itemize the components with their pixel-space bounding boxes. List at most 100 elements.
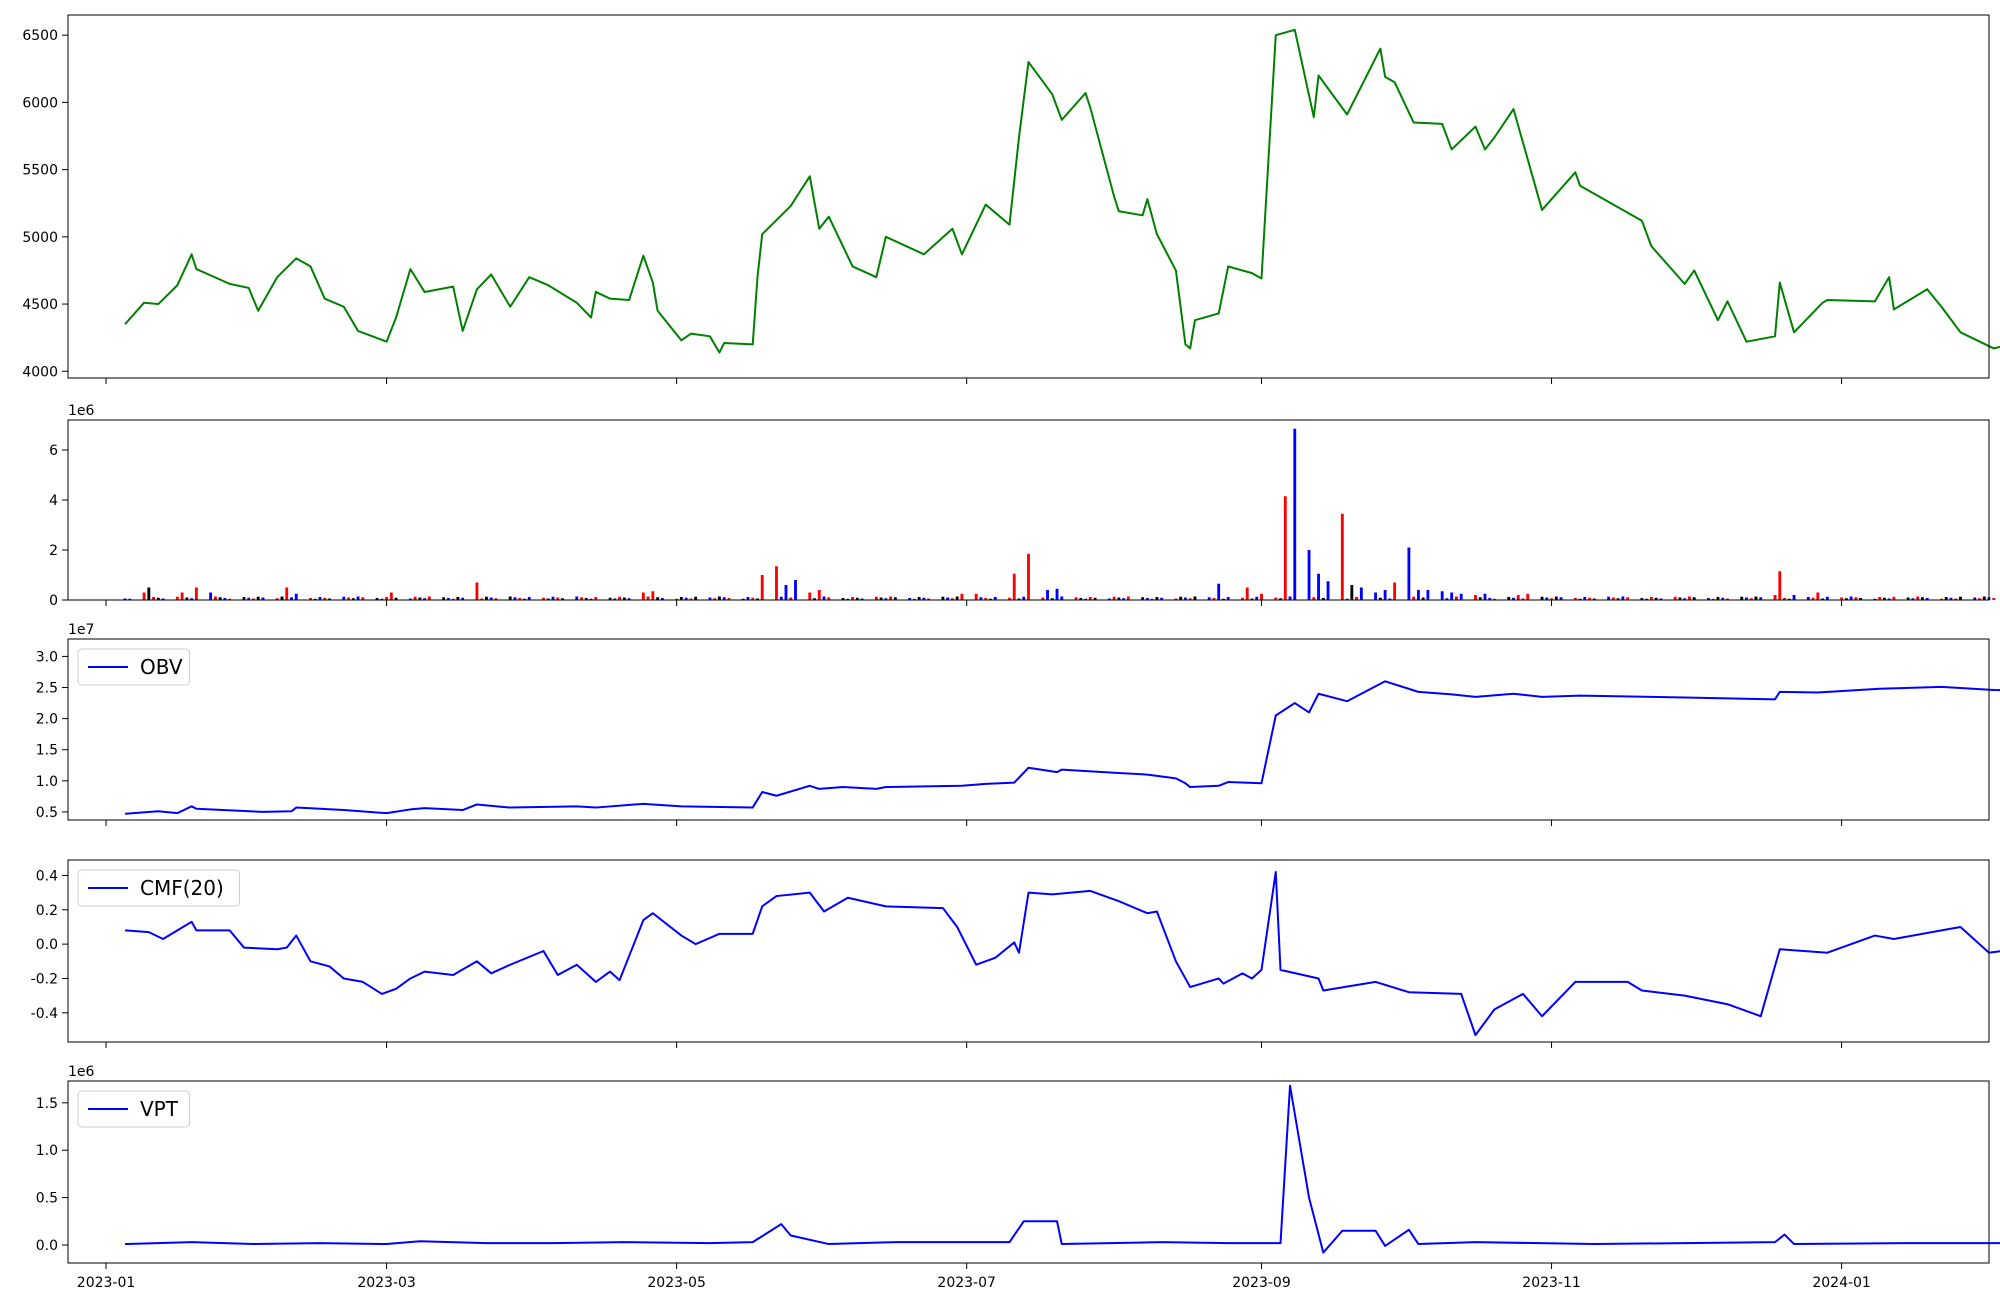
volume-bar (1407, 547, 1411, 600)
legend-label: CMF(20) (140, 876, 224, 900)
volume-bar (879, 597, 883, 600)
volume-bar (589, 598, 593, 600)
volume-bar (618, 596, 621, 600)
volume-bar (860, 598, 864, 600)
volume-bar (1012, 573, 1016, 600)
volume-bar (1507, 597, 1511, 600)
volume-bar (318, 597, 322, 600)
volume-bar (1892, 596, 1896, 600)
volume-bar (190, 598, 194, 600)
volume-bar (1512, 597, 1515, 600)
y-tick-label: 1.5 (36, 743, 58, 759)
volume-bar (1279, 598, 1282, 600)
volume-bar (1578, 598, 1582, 600)
panel-volume: 0 2 4 6 1e6 (49, 403, 1996, 609)
volume-bar (1274, 597, 1278, 600)
x-tick-label: 2023-03 (357, 1275, 416, 1291)
volume-bar (413, 596, 417, 600)
panel-price: 4000 4500 5000 5500 6000 6500 (22, 14, 2000, 384)
axes-frame (67, 1080, 1990, 1264)
volume-bar (518, 598, 522, 600)
volume-bar (180, 592, 184, 600)
volume-bar (1093, 597, 1097, 600)
volume-bar (584, 598, 588, 600)
volume-bar (580, 597, 583, 600)
volume-bar (779, 596, 783, 600)
volume-bar (941, 596, 945, 600)
volume-bar (1626, 597, 1630, 600)
volume-bar (908, 598, 912, 600)
volume-bar (523, 598, 526, 600)
volume-bar (1849, 596, 1853, 600)
volume-bar (1345, 598, 1349, 600)
volume-bar (1816, 592, 1820, 600)
volume-bar (1188, 598, 1192, 600)
axis-offset-label: 1e7 (68, 622, 94, 638)
volume-bar (1117, 597, 1121, 600)
volume-bar (679, 597, 683, 600)
volume-bar (722, 597, 726, 600)
volume-bar (1141, 597, 1145, 600)
volume-bar (1792, 595, 1796, 600)
volume-bar (252, 598, 255, 600)
volume-bar (1088, 597, 1092, 600)
y-tick-label: 2.0 (36, 712, 58, 728)
volume-bar (641, 592, 645, 600)
volume-bar (912, 598, 916, 600)
volume-bar (1711, 598, 1715, 600)
volume-bar (1783, 598, 1786, 600)
y-tick-label: 2.5 (36, 681, 58, 697)
volume-bar (261, 597, 265, 600)
volume-bar (175, 596, 179, 600)
volume-bar (1559, 597, 1563, 600)
volume-bar (1978, 598, 1981, 600)
axis-offset-label: 1e6 (68, 1064, 95, 1080)
volume-bar (1241, 597, 1244, 600)
x-tick-label: 2023-05 (647, 1275, 706, 1291)
volume-bar (1293, 428, 1297, 600)
volume-bar (1283, 496, 1287, 600)
volume-bar (1008, 597, 1011, 600)
volume-bar (309, 598, 312, 600)
volume-bar (1245, 587, 1249, 600)
volume-bar (1074, 597, 1078, 600)
legend-box (77, 1090, 190, 1128)
volume-bar (1050, 598, 1054, 600)
volume-bar (1973, 597, 1977, 600)
volume-bar (1621, 596, 1625, 600)
volume-bar (1583, 597, 1587, 600)
volume-bar (480, 598, 484, 600)
volume-bar (651, 591, 655, 600)
volume-bar (152, 597, 156, 600)
volume-bar (1673, 596, 1677, 600)
volume-bar (1992, 598, 1996, 600)
volume-bar (1778, 571, 1782, 600)
y-tick-label: 0.4 (36, 868, 58, 884)
axes-frame (67, 638, 1990, 821)
volume-bar (922, 597, 926, 600)
volume-bar (1374, 592, 1378, 600)
panel-vpt: 0.0 0.5 1.0 1.5 1e6 VPT 2023-01 2023-03 2023-05 2… (36, 1064, 2000, 1291)
volume-bar (446, 598, 450, 600)
volume-bar (1949, 597, 1953, 600)
volume-bar (1854, 597, 1858, 600)
volume-bar (927, 598, 931, 600)
volume-bar (1611, 597, 1615, 600)
volume-bar (713, 598, 717, 600)
legend: VPT (77, 1090, 190, 1128)
panel-cmf: -0.4 -0.2 0.0 0.2 0.4 CMF(20) (31, 859, 2000, 1048)
volume-bar (613, 598, 617, 600)
volume-bar (1493, 598, 1496, 600)
volume-bar (1740, 596, 1744, 600)
volume-bar (1882, 597, 1886, 600)
volume-bar (813, 598, 816, 600)
volume-bar (1179, 596, 1183, 600)
panels: 4000 4500 5000 5500 6000 6500 0 2 4 6 1e6 0.5 1.0 1.5… (22, 14, 2000, 1291)
volume-bar (275, 598, 279, 600)
volume-bar (1906, 597, 1910, 600)
volume-bar (418, 597, 422, 600)
volume-bar (1388, 598, 1392, 600)
volume-bar (751, 597, 755, 600)
volume-bar (974, 593, 978, 600)
volume-bar (594, 597, 598, 600)
